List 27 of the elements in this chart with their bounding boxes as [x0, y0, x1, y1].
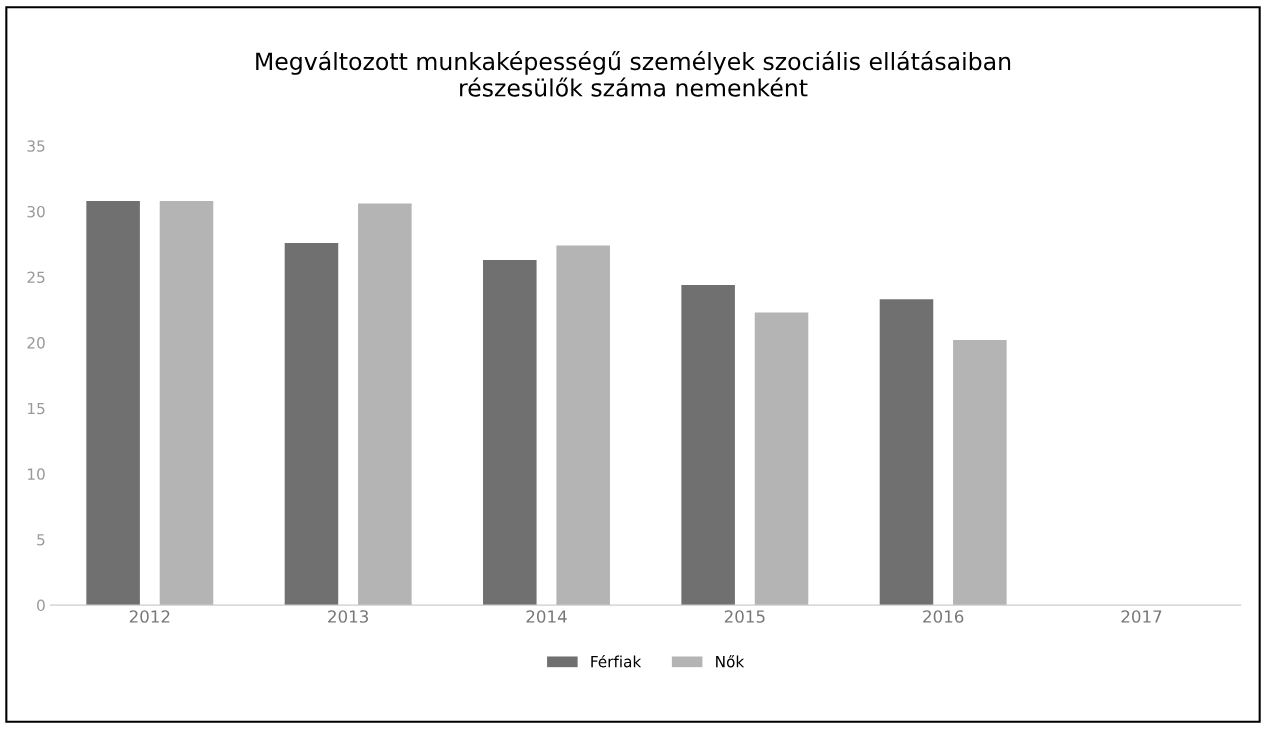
bar — [284, 242, 339, 606]
y-tick-label: 30 — [27, 205, 45, 218]
chart-title: Megváltozott munkaképességű személyek szociális ellátásaiban részesülők száma nemenként — [256, 51, 1011, 97]
bar — [86, 200, 140, 606]
y-tick-label: 25 — [27, 271, 45, 284]
x-tick-label: 2012 — [129, 610, 170, 623]
legend-label: Nők — [716, 654, 745, 668]
bar — [556, 245, 610, 606]
y-tick-label: 10 — [28, 468, 45, 480]
bar — [879, 299, 934, 606]
x-tick-label: 2017 — [1121, 610, 1162, 623]
bar — [483, 259, 537, 606]
y-tick-label: 5 — [37, 534, 45, 546]
x-tick-label: 2014 — [526, 610, 567, 623]
legend-label: Férfiak — [591, 654, 642, 668]
bar — [953, 340, 1007, 606]
bar — [754, 312, 809, 606]
x-tick-label: 2015 — [724, 610, 765, 623]
bar — [358, 203, 412, 606]
bar — [159, 200, 214, 606]
bar — [681, 284, 735, 606]
x-tick-label: 2013 — [328, 610, 369, 623]
y-tick-label: 20 — [27, 337, 45, 349]
y-tick-label: 35 — [27, 140, 45, 152]
x-tick-label: 2016 — [923, 610, 964, 623]
y-tick-label: 15 — [28, 402, 45, 415]
y-tick-label: 0 — [37, 599, 45, 612]
